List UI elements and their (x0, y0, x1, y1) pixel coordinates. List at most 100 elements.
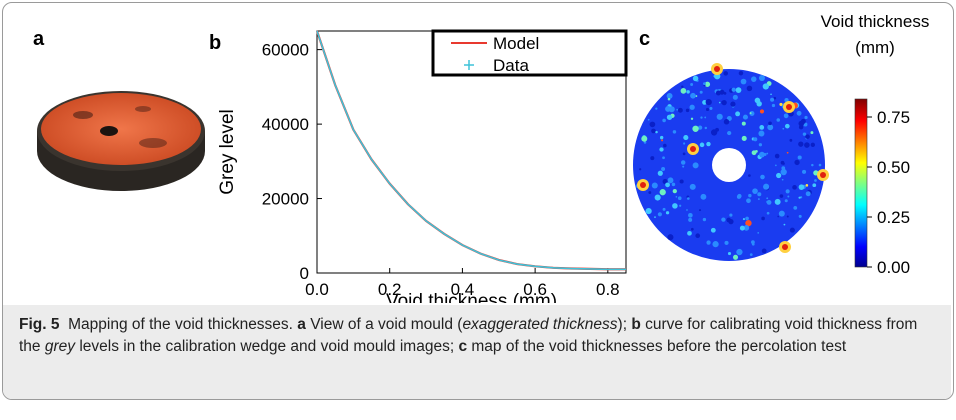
map-speckle (672, 189, 677, 194)
map-speckle (733, 254, 739, 260)
caption-part: a (297, 316, 306, 333)
map-speckle (686, 209, 688, 211)
map-speckle (687, 230, 692, 236)
map-speckle (758, 74, 765, 82)
map-speckle (758, 130, 765, 137)
x-tick-label: 0.4 (451, 280, 475, 299)
map-speckle (697, 125, 703, 130)
map-speckle (760, 174, 765, 180)
map-speckle (692, 162, 699, 169)
map-speckle (786, 215, 789, 218)
map-speckle (755, 149, 758, 153)
x-tick-label: 0.6 (523, 280, 547, 299)
map-speckle (721, 100, 727, 106)
map-speckle (779, 102, 783, 106)
map-speckle (705, 107, 710, 112)
map-speckle (802, 169, 807, 174)
map-speckle (739, 225, 745, 231)
colorbar (854, 98, 868, 268)
map-speckle (759, 125, 765, 130)
map-speckle (716, 113, 723, 120)
map-speckle (761, 216, 765, 221)
caption-text: Mapping of the void thicknesses. a View … (19, 316, 917, 355)
legend-marker (464, 60, 474, 70)
map-speckle (666, 114, 673, 120)
map-speckle (683, 142, 686, 145)
map-speckle (704, 116, 707, 119)
map-speckle (650, 156, 655, 161)
map-speckle (648, 191, 652, 194)
map-speckle (688, 217, 693, 222)
map-speckle (692, 75, 699, 82)
map-speckle (675, 196, 678, 198)
colorbar-tick-label: 0.00 (877, 258, 910, 277)
x-axis-label: Void thickness (mm) (386, 291, 557, 303)
map-speckle (723, 119, 730, 125)
map-speckle (783, 223, 786, 226)
map-speckle (728, 219, 734, 225)
map-speckle (743, 225, 750, 231)
map-speckle (667, 234, 674, 241)
map-speckle (777, 215, 779, 218)
panel-label: a (33, 28, 45, 50)
map-speckle (749, 112, 752, 115)
map-speckle (774, 153, 780, 159)
caption-part: b (631, 316, 641, 333)
figure-panels: a b c Void thickness (mm) 0 20000 40000 600… (33, 12, 929, 303)
map-speckle (715, 90, 721, 96)
map-speckle (761, 248, 767, 254)
map-speckle (810, 142, 816, 148)
map-speckle (700, 116, 703, 119)
map-speckle (798, 120, 805, 127)
map-speckle (746, 85, 753, 92)
map-speckle (778, 210, 785, 217)
map-speckle (667, 97, 671, 101)
map-speckle (759, 151, 765, 158)
map-speckle (654, 194, 661, 201)
map-speckle (766, 200, 772, 205)
map-speckle (797, 155, 802, 160)
map-speckle (750, 240, 755, 245)
map-speckle (692, 125, 699, 132)
map-speckle (784, 199, 788, 203)
map-speckle (706, 240, 711, 245)
map-speckle (703, 82, 706, 86)
map-speckle (735, 87, 742, 93)
map-speckle (792, 185, 797, 190)
caption-part: View of a void mould ( (305, 316, 463, 333)
map-speckle (805, 184, 809, 187)
map-speckle (804, 142, 810, 148)
map-speckle (651, 182, 658, 189)
series-line (316, 30, 626, 271)
map-speckle (662, 118, 666, 123)
map-hotspot (690, 146, 696, 152)
map-speckle (724, 240, 729, 245)
map-speckle (662, 156, 665, 160)
map-speckle (766, 211, 770, 215)
map-speckle (695, 233, 701, 239)
map-speckle (657, 212, 663, 217)
map-speckle (665, 211, 670, 215)
map-speckle (771, 103, 776, 108)
map-speckle (680, 88, 687, 94)
map-speckle (668, 106, 675, 113)
map-hotspot (782, 244, 788, 250)
map-speckle (751, 76, 757, 82)
map-speckle (776, 118, 781, 122)
map-speckle (686, 90, 690, 94)
map-speckle (754, 97, 761, 104)
map-speckle (730, 101, 736, 107)
map-speckle (757, 231, 760, 234)
map-speckle (654, 216, 656, 218)
map-speckle (770, 97, 775, 102)
map-speckle (709, 106, 713, 110)
caption-part: exaggerated thickness (462, 316, 618, 333)
map-speckle (814, 179, 817, 182)
map-speckle (699, 142, 705, 148)
map-speckle (699, 90, 703, 94)
map-speckle (659, 189, 666, 196)
caption-part: grey (44, 338, 76, 355)
map-speckle (661, 139, 664, 142)
legend-label: Data (493, 56, 529, 75)
map-speckle (746, 198, 751, 204)
